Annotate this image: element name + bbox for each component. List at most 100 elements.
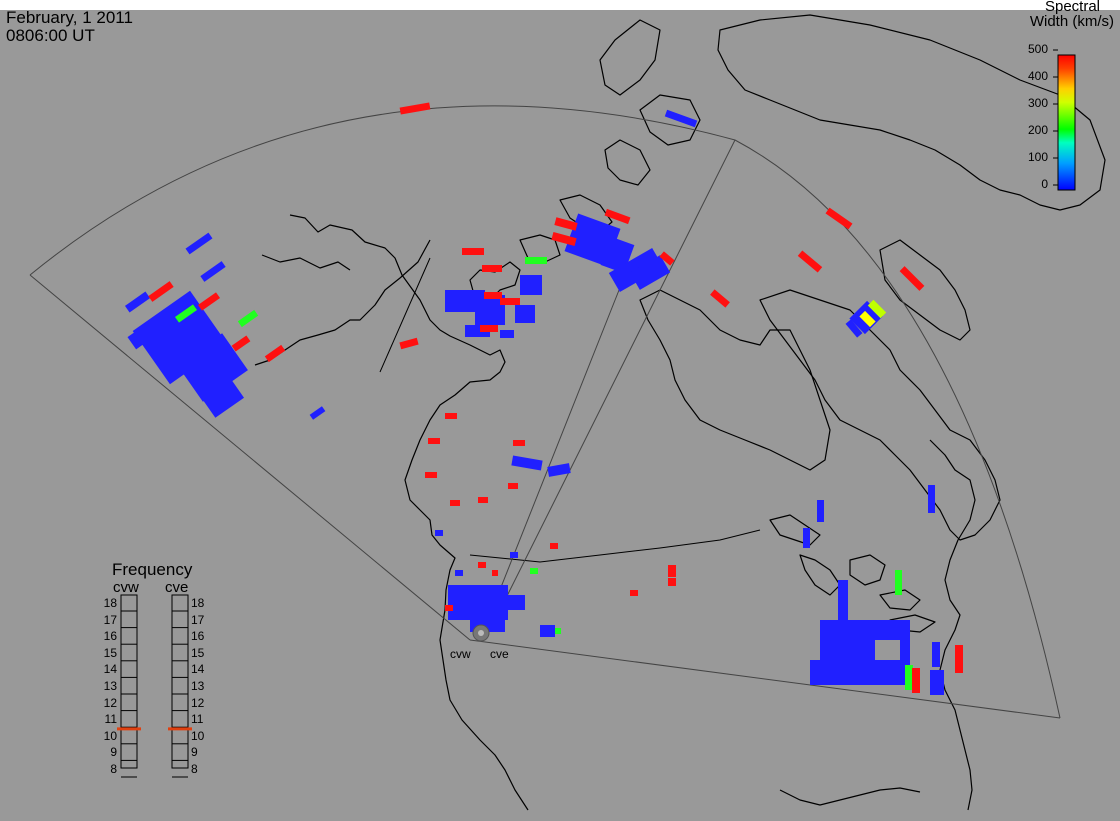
scatter-cell: [264, 344, 286, 363]
scatter-cell: [445, 605, 453, 611]
freq-scale-label-right: 17: [191, 612, 205, 627]
scatter-cell: [930, 670, 944, 695]
frequency-title: Frequency: [112, 560, 193, 579]
colorbar-tick-label: 100: [1027, 150, 1048, 164]
scatter-cell: [810, 660, 910, 685]
freq-scale-label-left: 13: [103, 679, 117, 693]
scatter-cell: [838, 580, 848, 620]
scatter-cell: [500, 595, 525, 610]
date-label: February, 1 2011: [6, 8, 133, 27]
freq-scale-label-right: 15: [191, 645, 205, 660]
scatter-cell: [550, 543, 558, 549]
scatter-cell: [511, 455, 543, 471]
scatter-cell: [554, 217, 578, 231]
scatter-cell: [445, 413, 457, 419]
scatter-cell: [928, 485, 935, 513]
colorbar-tick-label: 0: [1041, 177, 1048, 191]
scatter-cell: [124, 291, 151, 313]
scatter-cell: [492, 570, 498, 576]
scatter-cell: [540, 625, 555, 637]
scatter-cell: [710, 289, 730, 308]
freq-bar-cvw: [120, 594, 138, 769]
scatter-cell: [197, 292, 221, 311]
freq-scale-label-right: 14: [191, 662, 205, 677]
site-label-cvw: cvw: [450, 647, 471, 661]
freq-scale-label-right: 8: [191, 762, 198, 776]
scatter-cell: [455, 570, 463, 576]
scatter-cell: [484, 292, 502, 299]
scatter-cell: [200, 377, 245, 418]
scatter-cell: [867, 299, 887, 319]
scatter-cell: [480, 325, 498, 332]
colorbar-ticks: [1053, 49, 1058, 186]
coastlines: [254, 14, 1106, 811]
scatter-cell: [510, 552, 518, 558]
scatter-cell: [797, 250, 823, 273]
scatter-cell: [237, 309, 259, 328]
scatter-cell: [500, 298, 520, 305]
scatter-cell: [932, 642, 940, 667]
scatter-cell: [200, 261, 226, 282]
scatter-cell: [875, 620, 900, 640]
scatter-cell: [185, 232, 213, 255]
scatter-cell: [482, 265, 502, 272]
scatter-cell: [132, 290, 228, 385]
colorbar: [1053, 49, 1076, 191]
fov-outline: [29, 105, 1061, 719]
scatter-cell: [803, 528, 810, 548]
freq-scale-label-left: 12: [103, 695, 117, 710]
scatter-cell: [525, 257, 547, 264]
freq-scale-label-right: 12: [191, 695, 205, 710]
scatter-cell: [555, 628, 561, 634]
freq-scale-label-left: 9: [110, 745, 117, 760]
colorbar-tick-label: 500: [1027, 42, 1048, 56]
boundaries: [379, 257, 761, 563]
scatter-cell: [435, 530, 443, 536]
scatter-cell: [551, 232, 577, 246]
radar-site-center: [478, 630, 484, 636]
scatter-cells: [124, 102, 963, 695]
scatter-cell: [478, 562, 486, 568]
scatter-cell: [664, 109, 698, 128]
freq-scale-label-left: 8: [110, 762, 117, 776]
scatter-cell: [515, 305, 535, 323]
scatter-cell: [820, 620, 875, 660]
scatter-cell: [231, 335, 251, 352]
scatter-cell: [895, 570, 902, 595]
scatter-cell: [905, 665, 913, 690]
scatter-cell: [630, 590, 638, 596]
scatter-cell: [127, 325, 153, 350]
scatter-cell: [604, 208, 631, 225]
scatter-cell: [309, 406, 326, 420]
frequency-panel-graphics: [117, 594, 192, 778]
scatter-cell: [825, 207, 853, 230]
freq-scale-label-left: 14: [103, 662, 117, 677]
scatter-cell: [448, 585, 508, 620]
scatter-cell: [462, 248, 484, 255]
freq-scale-label-right: 13: [191, 679, 205, 693]
freq-label-cve: cve: [165, 579, 189, 596]
scatter-cell: [955, 645, 963, 673]
freq-scale-label-left: 18: [103, 596, 117, 610]
scatter-cell: [177, 333, 248, 402]
scatter-cell: [500, 330, 514, 338]
scatter-cell: [399, 337, 419, 350]
scatter-cell: [450, 500, 460, 506]
scatter-cell: [520, 275, 542, 295]
scatter-cell: [399, 102, 431, 115]
scatter-cell: [859, 310, 876, 328]
colorbar-title-line1: Spectral: [1044, 0, 1100, 15]
scatter-cell: [513, 440, 525, 446]
scatter-cell: [899, 266, 925, 291]
freq-scale-label-left: 10: [103, 728, 117, 743]
freq-scale-label-right: 10: [191, 728, 205, 743]
freq-scale-label-right: 9: [191, 745, 198, 760]
freq-scale-label-left: 16: [103, 629, 117, 644]
scatter-cell: [148, 281, 174, 302]
colorbar-title-line2: Width (km/s): [1029, 13, 1114, 30]
scatter-cell: [425, 472, 437, 478]
freq-label-cvw: cvw: [113, 579, 139, 596]
scatter-cell: [817, 500, 824, 522]
freq-bar-cve: [171, 594, 189, 769]
